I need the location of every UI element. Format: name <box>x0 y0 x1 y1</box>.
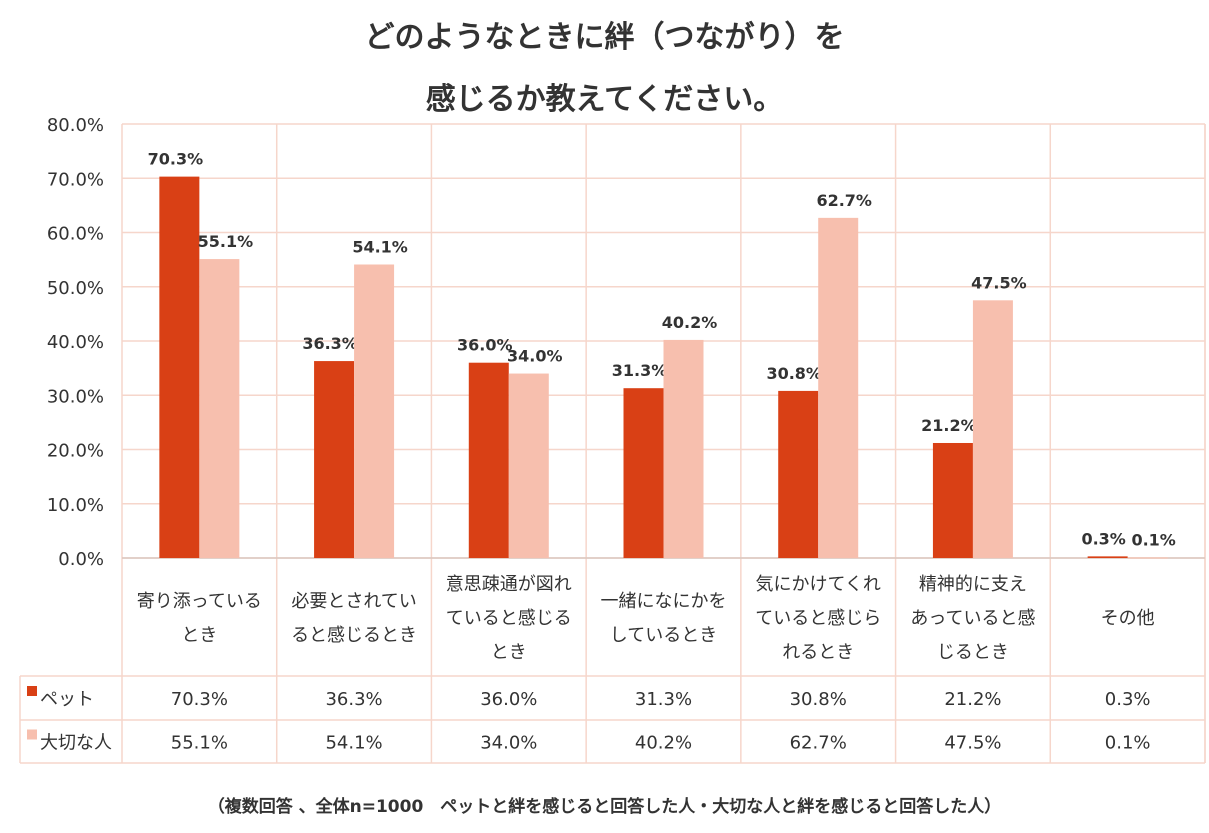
data-label: 54.1% <box>352 238 408 257</box>
table-value: 40.2% <box>635 733 692 754</box>
bar <box>199 259 240 558</box>
bar <box>972 300 1013 558</box>
x-tick-label: ていると感じる <box>446 608 572 629</box>
data-label: 0.3% <box>1081 529 1125 548</box>
legend-swatch <box>27 729 37 740</box>
legend-swatch <box>27 686 37 696</box>
chart-title-line-1: どのようなときに絆（つながり）を <box>364 20 845 55</box>
data-label: 40.2% <box>662 313 718 332</box>
bar <box>1127 557 1168 559</box>
bar <box>468 362 509 558</box>
table-value: 31.3% <box>635 689 692 710</box>
x-tick-label: 意思疎通が図れ <box>446 574 572 595</box>
legend-label: ペット <box>40 689 94 710</box>
bar <box>623 388 664 558</box>
bar <box>508 373 549 558</box>
x-tick-label: じるとき <box>937 642 1009 663</box>
bar <box>818 217 859 559</box>
table-value: 55.1% <box>171 733 228 754</box>
data-label: 0.1% <box>1131 530 1175 549</box>
table-value: 21.2% <box>944 689 1001 710</box>
table-value: 30.8% <box>790 689 847 710</box>
y-tick-label: 60.0% <box>47 224 104 245</box>
table-value: 0.3% <box>1105 689 1151 710</box>
y-tick-label: 50.0% <box>47 278 104 299</box>
data-label: 34.0% <box>507 347 563 366</box>
bar <box>314 361 355 558</box>
x-tick-label: 気にかけてくれ <box>755 574 880 595</box>
legend-label: 大切な人 <box>40 733 112 754</box>
table-value: 34.0% <box>480 733 537 754</box>
data-label: 47.5% <box>971 273 1027 292</box>
bar <box>778 390 819 558</box>
table-value: 47.5% <box>944 733 1001 754</box>
table-value: 36.3% <box>325 689 382 710</box>
x-tick-label: その他 <box>1101 608 1155 629</box>
table-value: 62.7% <box>790 733 847 754</box>
x-tick-label: ていると感じら <box>755 608 881 629</box>
x-tick-label: れるとき <box>782 642 854 663</box>
x-tick-label: あっていると感 <box>910 608 1035 629</box>
bar <box>663 339 704 558</box>
table-value: 54.1% <box>325 733 382 754</box>
bar <box>932 442 973 558</box>
data-label: 55.1% <box>198 232 254 251</box>
y-tick-label: 20.0% <box>47 441 104 462</box>
bar <box>1087 556 1128 558</box>
x-tick-label: とき <box>491 642 527 663</box>
data-label: 21.2% <box>921 416 977 435</box>
x-tick-label: 一緒になにかを <box>601 591 727 612</box>
x-tick-label: 必要とされてい <box>291 591 416 612</box>
y-tick-label: 0.0% <box>58 549 104 570</box>
x-tick-label: 精神的に支え <box>919 574 1027 595</box>
y-tick-label: 10.0% <box>47 495 104 516</box>
y-tick-label: 40.0% <box>47 332 104 353</box>
y-tick-label: 30.0% <box>47 386 104 407</box>
x-tick-label: しているとき <box>610 625 717 646</box>
bar <box>159 176 200 558</box>
chart-title-line-2: 感じるか教えてください。 <box>425 82 784 117</box>
data-label: 30.8% <box>766 364 822 383</box>
data-label: 31.3% <box>612 361 668 380</box>
x-tick-label: ると感じるとき <box>291 625 417 646</box>
table-value: 0.1% <box>1105 733 1151 754</box>
bar <box>354 264 395 558</box>
y-tick-label: 70.0% <box>47 169 104 190</box>
table-value: 36.0% <box>480 689 537 710</box>
data-label: 70.3% <box>148 150 204 169</box>
x-tick-label: とき <box>181 625 217 646</box>
data-label: 36.3% <box>302 334 358 353</box>
y-tick-label: 80.0% <box>47 115 104 136</box>
data-label: 36.0% <box>457 336 513 355</box>
data-label: 62.7% <box>816 191 872 210</box>
chart-footnote: （複数回答 、全体n=1000 ペットと絆を感じると回答した人・大切な人と絆を感… <box>207 797 1002 817</box>
x-tick-label: 寄り添っている <box>137 591 262 612</box>
table-value: 70.3% <box>171 689 228 710</box>
